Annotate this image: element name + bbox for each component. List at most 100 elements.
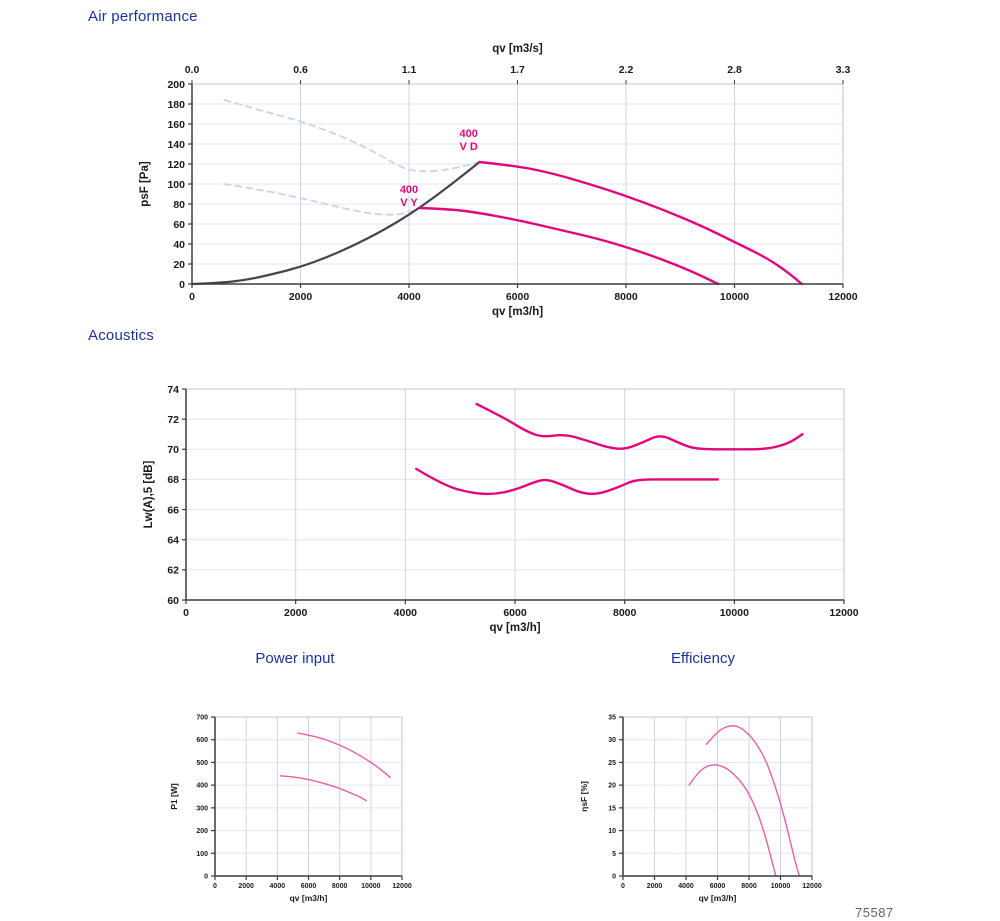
svg-text:10000: 10000 xyxy=(771,883,791,890)
gridlines xyxy=(186,388,845,600)
series xyxy=(415,402,804,496)
x-axis: 0 2000 4000 6000 8000 10000 12000 qv [m3/h] xyxy=(621,875,822,903)
power-input-title: Power input xyxy=(255,650,335,667)
svg-text:80: 80 xyxy=(173,199,185,211)
svg-text:62: 62 xyxy=(167,565,179,577)
svg-text:120: 120 xyxy=(167,159,185,171)
svg-text:60: 60 xyxy=(173,219,185,231)
svg-text:6000: 6000 xyxy=(301,883,317,890)
svg-text:160: 160 xyxy=(167,119,185,131)
400V-delta-noise-curve xyxy=(475,402,804,451)
svg-text:600: 600 xyxy=(196,737,208,744)
svg-text:0: 0 xyxy=(183,607,189,619)
air-performance-section-title: Air performance xyxy=(88,8,198,25)
svg-text:200: 200 xyxy=(196,828,208,835)
400V-delta-efficiency-curve xyxy=(705,725,801,877)
svg-text:8000: 8000 xyxy=(613,607,637,619)
svg-text:4000: 4000 xyxy=(678,883,694,890)
y-axis: 0 5 10 15 20 25 30 35 ηsF [%] xyxy=(579,715,624,881)
svg-text:0: 0 xyxy=(204,874,208,881)
gridlines xyxy=(215,716,403,876)
power-input-chart: 0 100 200 300 400 500 600 700 P1 [W] 0 2000 4000 600… xyxy=(169,715,412,903)
svg-text:qv [m3/h]: qv [m3/h] xyxy=(699,893,737,903)
svg-text:300: 300 xyxy=(196,805,208,812)
svg-text:4000: 4000 xyxy=(394,607,418,619)
svg-text:0: 0 xyxy=(621,883,625,890)
acoustics-chart: 60 62 64 66 68 70 72 74 Lw(A),5 [dB] 0 2000 4000 600… xyxy=(143,384,859,634)
svg-text:0: 0 xyxy=(612,874,616,881)
gridlines xyxy=(623,716,813,876)
curve-label: 400 V Y xyxy=(400,184,419,209)
svg-text:2000: 2000 xyxy=(289,291,313,303)
svg-text:8000: 8000 xyxy=(614,291,638,303)
svg-text:P1 [W]: P1 [W] xyxy=(169,783,179,810)
svg-text:68: 68 xyxy=(167,474,179,486)
svg-text:72: 72 xyxy=(167,414,179,426)
svg-text:60: 60 xyxy=(167,595,179,607)
svg-text:25: 25 xyxy=(608,760,616,767)
svg-text:35: 35 xyxy=(608,715,616,722)
svg-text:0: 0 xyxy=(213,883,217,890)
svg-text:1.7: 1.7 xyxy=(510,64,525,76)
svg-text:400: 400 xyxy=(196,783,208,790)
svg-text:qv [m3/h]: qv [m3/h] xyxy=(290,893,328,903)
svg-text:5: 5 xyxy=(612,851,616,858)
svg-text:6000: 6000 xyxy=(503,607,527,619)
efficiency-chart: 0 5 10 15 20 25 30 35 ηsF [%] 0 2000 4000 6000 8000 10… xyxy=(579,715,822,903)
svg-text:15: 15 xyxy=(608,805,616,812)
x2-axis: 0.0 0.6 1.1 1.7 2.2 2.8 3.3 qv [m3/s] xyxy=(185,43,850,84)
svg-text:4000: 4000 xyxy=(270,883,286,890)
svg-text:0: 0 xyxy=(179,279,185,291)
svg-text:10: 10 xyxy=(608,828,616,835)
x-axis: 0 2000 4000 6000 8000 10000 12000 qv [m3/h] xyxy=(183,599,859,634)
svg-text:10000: 10000 xyxy=(720,607,749,619)
efficiency-title: Efficiency xyxy=(671,650,735,667)
acoustics-section-title: Acoustics xyxy=(88,327,154,344)
svg-text:12000: 12000 xyxy=(828,291,857,303)
svg-text:20: 20 xyxy=(173,259,185,271)
svg-text:2000: 2000 xyxy=(284,607,308,619)
svg-text:30: 30 xyxy=(608,737,616,744)
svg-text:12000: 12000 xyxy=(802,883,822,890)
svg-text:200: 200 xyxy=(167,79,185,91)
curve-label: 400 V D xyxy=(459,128,477,153)
400V-wye-power-curve xyxy=(279,775,367,802)
svg-text:qv [m3/h]: qv [m3/h] xyxy=(489,622,540,634)
max-curve-wye-dashed xyxy=(223,183,421,216)
series xyxy=(688,725,801,877)
svg-text:140: 140 xyxy=(167,139,185,151)
svg-text:100: 100 xyxy=(167,179,185,191)
svg-text:2000: 2000 xyxy=(238,883,254,890)
svg-text:66: 66 xyxy=(167,504,179,516)
svg-text:0.6: 0.6 xyxy=(293,64,308,76)
svg-text:psF [Pa]: psF [Pa] xyxy=(139,161,151,207)
svg-text:180: 180 xyxy=(167,99,185,111)
x-axis: 0 2000 4000 6000 8000 10000 12000 qv [m3/h] xyxy=(213,875,412,903)
svg-text:6000: 6000 xyxy=(710,883,726,890)
svg-text:10000: 10000 xyxy=(720,291,749,303)
svg-text:6000: 6000 xyxy=(506,291,530,303)
400V-delta-power-curve xyxy=(296,732,391,779)
svg-text:8000: 8000 xyxy=(332,883,348,890)
svg-text:74: 74 xyxy=(167,384,179,396)
svg-text:700: 700 xyxy=(196,715,208,722)
svg-text:12000: 12000 xyxy=(392,883,412,890)
y-axis: 0 20 40 60 80 100 120 140 160 180 200 psF [Pa] xyxy=(139,79,193,291)
y-axis: 60 62 64 66 68 70 72 74 Lw(A),5 [dB] xyxy=(143,384,187,607)
svg-text:0.0: 0.0 xyxy=(185,64,200,76)
y-axis: 0 100 200 300 400 500 600 700 P1 [W] xyxy=(169,715,216,881)
svg-text:10000: 10000 xyxy=(361,883,381,890)
400V-wye-noise-curve xyxy=(415,467,720,496)
air-performance-chart: 0 20 40 60 80 100 120 140 160 180 200 psF [Pa] 0 2000… xyxy=(139,43,858,318)
document-number: 75587 xyxy=(855,905,894,920)
svg-text:500: 500 xyxy=(196,760,208,767)
svg-text:qv [m3/s]: qv [m3/s] xyxy=(492,43,543,55)
svg-text:qv [m3/h]: qv [m3/h] xyxy=(492,306,543,318)
svg-text:12000: 12000 xyxy=(829,607,858,619)
400V-wye-efficiency-curve xyxy=(688,764,777,877)
gridlines xyxy=(192,83,844,284)
svg-text:0: 0 xyxy=(189,291,195,303)
svg-text:64: 64 xyxy=(167,534,179,546)
svg-text:4000: 4000 xyxy=(397,291,421,303)
